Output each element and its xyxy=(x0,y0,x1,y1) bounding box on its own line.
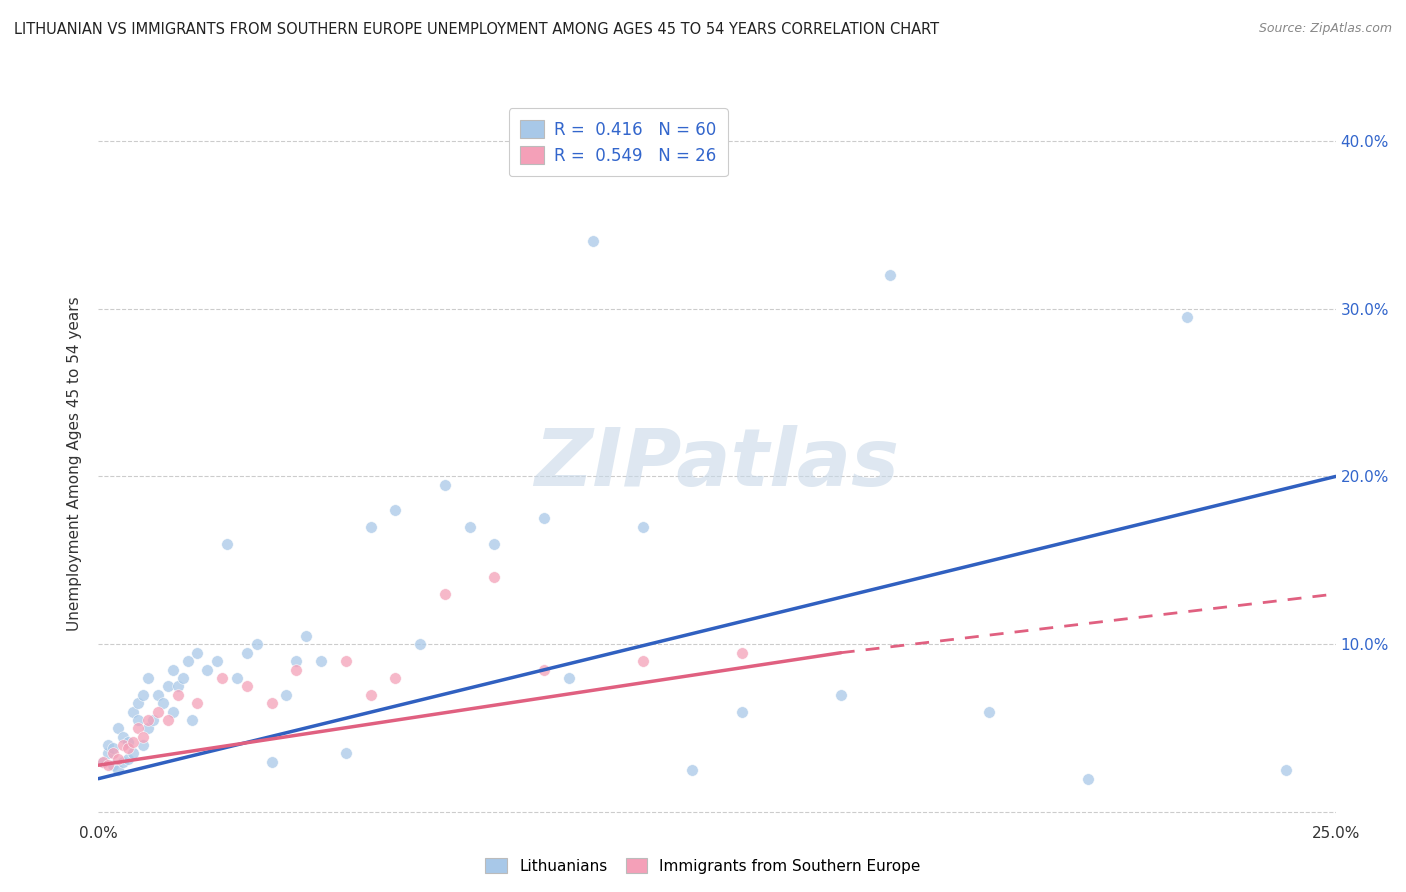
Point xyxy=(1275,764,1298,778)
Point xyxy=(335,747,357,761)
Point xyxy=(176,654,198,668)
Point xyxy=(211,671,233,685)
Point xyxy=(731,705,754,719)
Point xyxy=(136,713,159,727)
Point xyxy=(384,503,406,517)
Point xyxy=(260,755,283,769)
Point xyxy=(136,721,159,735)
Legend: Lithuanians, Immigrants from Southern Europe: Lithuanians, Immigrants from Southern Eu… xyxy=(479,852,927,880)
Point xyxy=(146,688,169,702)
Point xyxy=(879,268,901,282)
Point xyxy=(276,688,298,702)
Point xyxy=(433,587,456,601)
Point xyxy=(122,705,145,719)
Point xyxy=(166,679,188,693)
Point xyxy=(285,654,308,668)
Point xyxy=(122,735,145,749)
Point xyxy=(103,741,125,756)
Text: ZIPatlas: ZIPatlas xyxy=(534,425,900,503)
Y-axis label: Unemployment Among Ages 45 to 54 years: Unemployment Among Ages 45 to 54 years xyxy=(67,296,83,632)
Point xyxy=(309,654,332,668)
Point xyxy=(162,705,184,719)
Point xyxy=(127,713,149,727)
Point xyxy=(631,654,654,668)
Point xyxy=(103,747,125,761)
Point xyxy=(217,536,239,550)
Text: Source: ZipAtlas.com: Source: ZipAtlas.com xyxy=(1258,22,1392,36)
Text: LITHUANIAN VS IMMIGRANTS FROM SOUTHERN EUROPE UNEMPLOYMENT AMONG AGES 45 TO 54 Y: LITHUANIAN VS IMMIGRANTS FROM SOUTHERN E… xyxy=(14,22,939,37)
Point xyxy=(156,679,179,693)
Point xyxy=(979,705,1001,719)
Point xyxy=(166,688,188,702)
Point xyxy=(97,738,120,752)
Point xyxy=(132,730,155,744)
Point xyxy=(112,755,135,769)
Point xyxy=(681,764,703,778)
Point xyxy=(107,751,129,765)
Point xyxy=(127,721,149,735)
Point xyxy=(162,663,184,677)
Point xyxy=(127,696,149,710)
Point xyxy=(136,671,159,685)
Point xyxy=(557,671,579,685)
Point xyxy=(107,721,129,735)
Point xyxy=(112,738,135,752)
Point xyxy=(285,663,308,677)
Point xyxy=(731,646,754,660)
Point xyxy=(631,520,654,534)
Point xyxy=(360,688,382,702)
Point xyxy=(295,629,318,643)
Point xyxy=(122,747,145,761)
Point xyxy=(117,741,139,756)
Point xyxy=(433,478,456,492)
Point xyxy=(142,713,165,727)
Point xyxy=(117,751,139,765)
Point xyxy=(156,713,179,727)
Point xyxy=(112,730,135,744)
Point xyxy=(181,713,204,727)
Point xyxy=(582,235,605,249)
Point xyxy=(117,735,139,749)
Legend: R =  0.416   N = 60, R =  0.549   N = 26: R = 0.416 N = 60, R = 0.549 N = 26 xyxy=(509,108,727,177)
Point xyxy=(132,738,155,752)
Point xyxy=(458,520,481,534)
Point xyxy=(186,646,208,660)
Point xyxy=(132,688,155,702)
Point xyxy=(93,755,115,769)
Point xyxy=(97,758,120,772)
Point xyxy=(484,570,506,584)
Point xyxy=(360,520,382,534)
Point xyxy=(1175,310,1198,324)
Point xyxy=(97,747,120,761)
Point xyxy=(830,688,852,702)
Point xyxy=(93,755,115,769)
Point xyxy=(107,764,129,778)
Point xyxy=(152,696,174,710)
Point xyxy=(236,679,259,693)
Point xyxy=(226,671,249,685)
Point xyxy=(146,705,169,719)
Point xyxy=(103,758,125,772)
Point xyxy=(195,663,218,677)
Point xyxy=(172,671,194,685)
Point xyxy=(246,637,269,651)
Point xyxy=(260,696,283,710)
Point xyxy=(236,646,259,660)
Point xyxy=(335,654,357,668)
Point xyxy=(1077,772,1099,786)
Point xyxy=(533,511,555,525)
Point xyxy=(533,663,555,677)
Point xyxy=(384,671,406,685)
Point xyxy=(484,536,506,550)
Point xyxy=(409,637,432,651)
Point xyxy=(186,696,208,710)
Point xyxy=(205,654,228,668)
